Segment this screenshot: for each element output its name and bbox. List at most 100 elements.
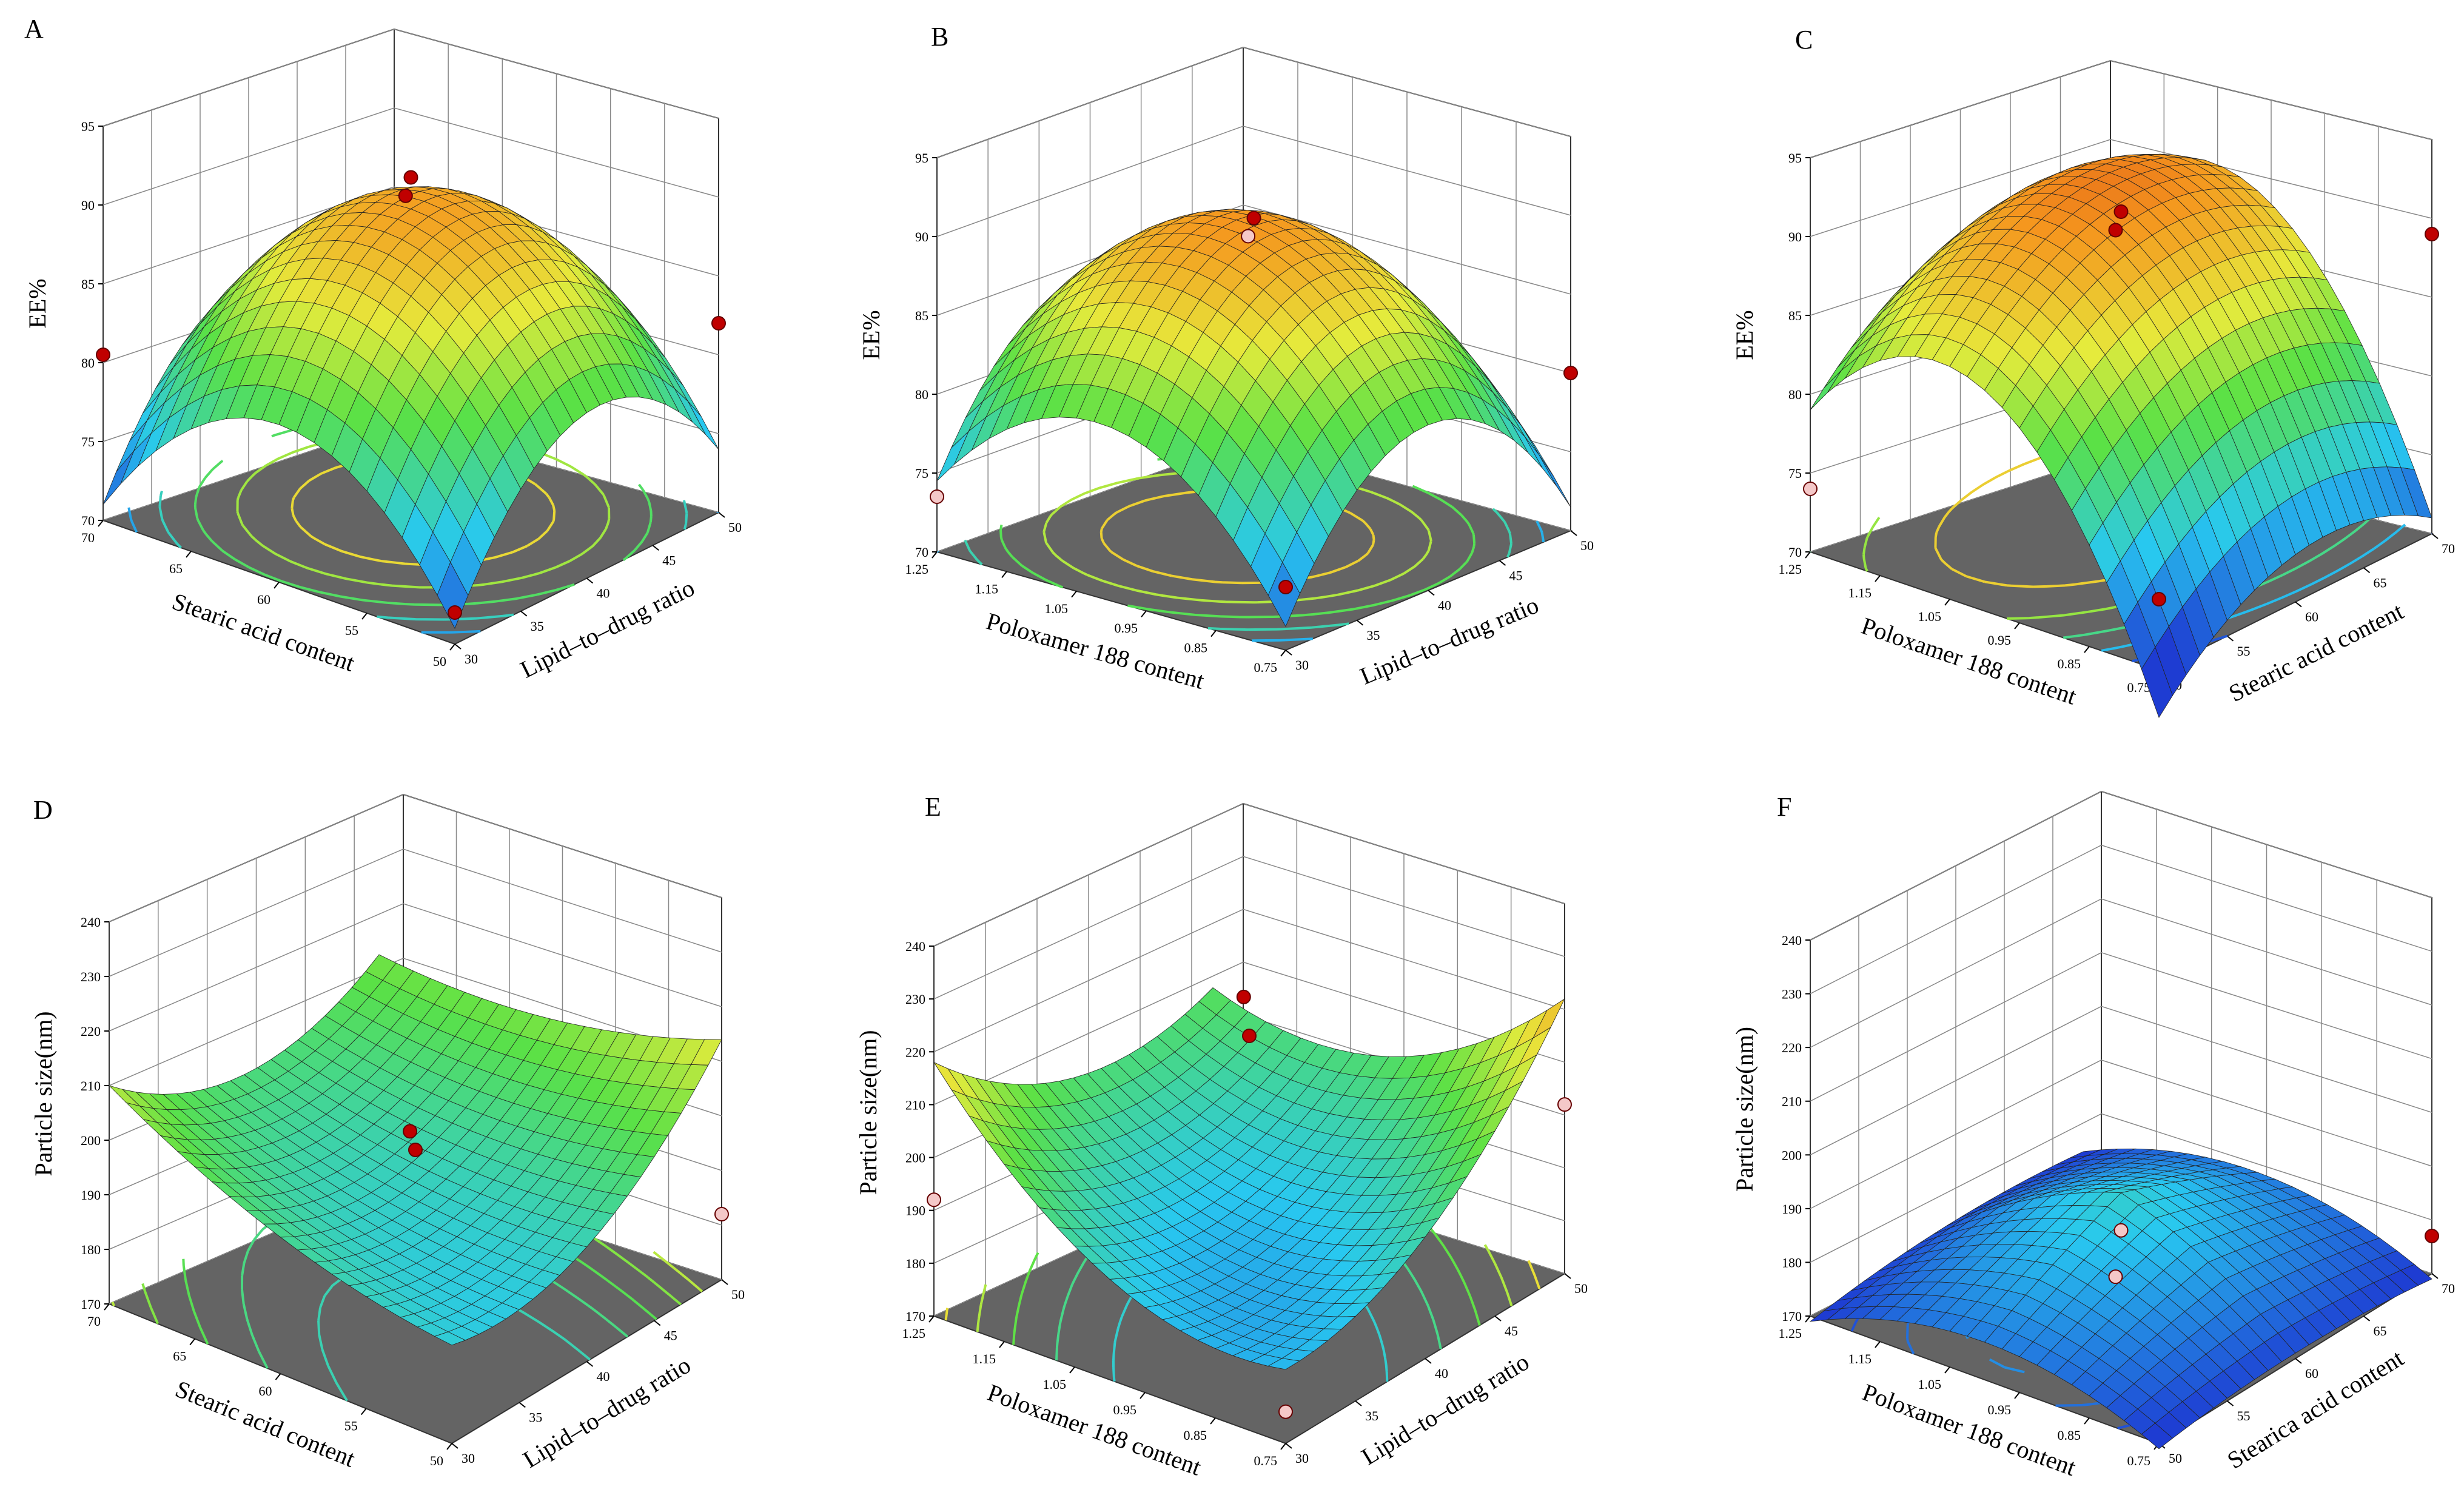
design-point-marker bbox=[1278, 1404, 1293, 1419]
x-tick-label: 0.95 bbox=[1113, 1402, 1137, 1417]
design-point-marker bbox=[1241, 229, 1256, 244]
x-tick-label: 1.25 bbox=[1779, 1326, 1802, 1341]
design-point-marker bbox=[1557, 1097, 1572, 1112]
z-tick-label: 85 bbox=[915, 308, 928, 323]
z-tick-label: 230 bbox=[905, 992, 925, 1007]
design-points bbox=[927, 989, 1572, 1419]
z-axis-label: EE% bbox=[24, 278, 51, 328]
x-tick-label: 0.95 bbox=[1115, 620, 1138, 636]
design-point-marker bbox=[403, 170, 418, 185]
x-tick-label: 0.85 bbox=[2058, 1428, 2081, 1443]
design-point-marker bbox=[711, 316, 726, 331]
surface-panel-c: 707580859095EE%C1.251.151.050.950.850.75… bbox=[1731, 25, 2455, 718]
x-tick-label: 0.95 bbox=[1988, 633, 2012, 648]
z-tick-label: 240 bbox=[81, 915, 101, 930]
panel-letter: B bbox=[931, 22, 948, 52]
z-tick-label: 90 bbox=[1788, 229, 1802, 244]
panel-letter: A bbox=[24, 14, 44, 44]
z-tick-label: 180 bbox=[81, 1242, 101, 1257]
response-surface bbox=[1809, 1148, 2432, 1449]
z-tick-label: 240 bbox=[1782, 933, 1802, 948]
surface-panel-d: 170 180 190 200 210 220 230 240 Particle size(nm… bbox=[30, 793, 745, 1473]
design-point-marker bbox=[2113, 204, 2129, 219]
z-tick-label: 180 bbox=[905, 1256, 925, 1271]
x-tick-label: 0.85 bbox=[2058, 656, 2081, 671]
z-tick-label: 95 bbox=[1788, 150, 1802, 166]
z-axis-label: EE% bbox=[858, 310, 885, 360]
design-point-marker bbox=[714, 1207, 729, 1221]
y-tick-label: 60 bbox=[2305, 610, 2318, 625]
z-tick-label: 230 bbox=[1782, 987, 1802, 1002]
z-tick-label: 200 bbox=[905, 1150, 925, 1166]
design-points bbox=[403, 1124, 729, 1221]
x-tick-label: 0.85 bbox=[1184, 640, 1208, 656]
design-point-marker bbox=[927, 1192, 941, 1207]
z-tick-label: 95 bbox=[81, 119, 95, 134]
x-tick-label: 50 bbox=[430, 1453, 443, 1468]
y-tick-label: 55 bbox=[2237, 1408, 2251, 1423]
design-point-marker bbox=[2108, 1269, 2123, 1285]
z-tick-label: 190 bbox=[905, 1203, 925, 1218]
y-tick-label: 40 bbox=[597, 586, 610, 601]
z-tick-label: 90 bbox=[81, 198, 95, 213]
design-point-marker bbox=[408, 1143, 423, 1157]
y-tick-label: 50 bbox=[1574, 1281, 1588, 1296]
y-tick-label: 45 bbox=[1509, 568, 1523, 583]
panel-letter: F bbox=[1777, 792, 1791, 822]
z-axis-label: Particle size(nm) bbox=[854, 1030, 882, 1195]
design-point-marker bbox=[930, 489, 944, 504]
x-tick-label: 55 bbox=[345, 623, 358, 638]
z-tick-label: 75 bbox=[81, 434, 95, 449]
y-tick-label: 50 bbox=[728, 520, 742, 535]
panel-letter: E bbox=[925, 792, 941, 822]
design-point-marker bbox=[2425, 1229, 2439, 1243]
y-tick-label: 35 bbox=[529, 1410, 542, 1425]
z-tick-label: 200 bbox=[81, 1133, 101, 1148]
y-tick-label: 65 bbox=[2374, 575, 2387, 590]
y-tick-label: 45 bbox=[662, 553, 676, 568]
x-tick-label: 60 bbox=[259, 1383, 272, 1399]
y-tick-label: 60 bbox=[2305, 1366, 2318, 1381]
x-tick-label: 70 bbox=[81, 530, 95, 545]
z-tick-label: 70 bbox=[915, 545, 928, 560]
z-tick-label: 75 bbox=[1788, 466, 1802, 481]
x-tick-label: 1.25 bbox=[905, 562, 929, 577]
design-point-marker bbox=[2113, 1223, 2129, 1238]
y-tick-label: 50 bbox=[731, 1287, 745, 1302]
y-tick-label: 35 bbox=[1365, 1408, 1378, 1423]
y-tick-label: 65 bbox=[2374, 1323, 2387, 1338]
x-tick-label: 0.85 bbox=[1184, 1428, 1207, 1443]
y-tick-label: 50 bbox=[2169, 1451, 2182, 1466]
y-tick-label: 40 bbox=[1438, 598, 1451, 613]
y-tick-label: 30 bbox=[1295, 1451, 1309, 1466]
z-tick-label: 220 bbox=[81, 1024, 101, 1039]
x-tick-label: 0.75 bbox=[1254, 660, 1278, 675]
z-axis-label: Particle size(nm) bbox=[30, 1011, 57, 1176]
z-tick-label: 190 bbox=[1782, 1201, 1802, 1217]
response-surface bbox=[1810, 153, 2432, 718]
z-tick-label: 80 bbox=[915, 387, 928, 402]
y-tick-label: 30 bbox=[462, 1451, 475, 1466]
z-tick-label: 210 bbox=[1782, 1094, 1802, 1109]
y-tick-label: 40 bbox=[597, 1369, 610, 1384]
x-tick-label: 0.75 bbox=[1254, 1453, 1278, 1468]
z-tick-label: 170 bbox=[1782, 1309, 1802, 1324]
z-tick-label: 230 bbox=[81, 969, 101, 984]
design-point-marker bbox=[398, 188, 413, 203]
x-tick-label: 0.75 bbox=[2127, 1453, 2151, 1468]
design-points bbox=[1803, 204, 2439, 606]
panel-letter: D bbox=[33, 795, 53, 825]
z-tick-label: 70 bbox=[1788, 545, 1802, 560]
response-surface bbox=[108, 954, 722, 1346]
x-tick-label: 50 bbox=[433, 654, 446, 669]
design-point-marker bbox=[1242, 1029, 1257, 1043]
z-tick-label: 80 bbox=[81, 355, 95, 371]
design-point-marker bbox=[1278, 580, 1293, 594]
design-point-marker bbox=[1563, 366, 1578, 380]
response-surface bbox=[933, 987, 1565, 1370]
y-tick-label: 50 bbox=[1580, 538, 1594, 553]
x-tick-label: 1.05 bbox=[1918, 609, 1942, 624]
x-tick-label: 1.15 bbox=[1848, 1351, 1872, 1366]
x-tick-label: 55 bbox=[344, 1419, 358, 1434]
